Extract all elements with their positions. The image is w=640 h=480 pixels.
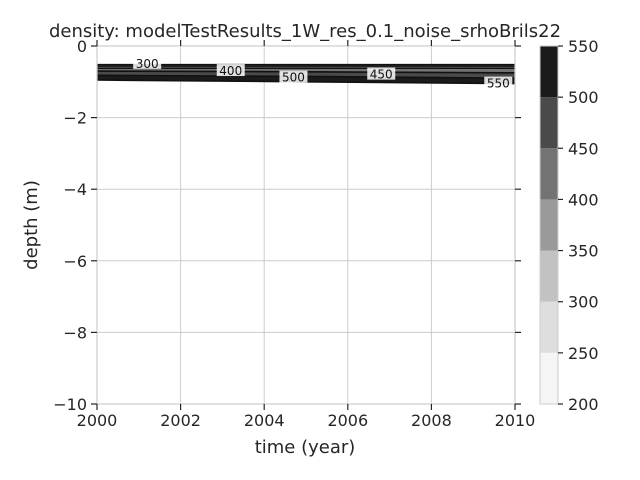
colorbar-tick-label-5: 450 (568, 139, 599, 158)
contour-labels: 300 400 500 450 550 (133, 56, 513, 91)
x-tick-label-5: 2010 (495, 411, 536, 430)
colorbar: 200 250 300 350 400 450 500 550 (539, 37, 599, 414)
y-axis: 0 −2 −4 −6 −8 −10 (53, 37, 521, 414)
colorbar-tick-label-2: 300 (568, 293, 599, 312)
colorbar-tick-label-1: 250 (568, 344, 599, 363)
y-tick-label-5: −10 (53, 395, 87, 414)
contour-label-bg-450 (367, 67, 396, 80)
x-tick-label-3: 2006 (327, 411, 368, 430)
y-axis-label: depth (m) (21, 180, 42, 270)
y-tick-label-4: −8 (63, 323, 87, 342)
x-axis-label: time (year) (255, 437, 356, 458)
colorbar-band-500 (540, 46, 558, 98)
colorbar-tick-label-0: 200 (568, 395, 599, 414)
colorbar-frame (539, 45, 559, 405)
colorbar-tick-label-3: 350 (568, 242, 599, 261)
colorbar-band-450 (540, 97, 558, 149)
contour-label-400: 400 (219, 64, 242, 78)
y-tick-label-1: −2 (63, 109, 87, 128)
plot-frame (96, 45, 516, 405)
colorbar-tick-label-7: 550 (568, 37, 599, 56)
colorbar-band-200 (540, 352, 558, 404)
y-tick-label-3: −6 (63, 252, 87, 271)
plot-grid (96, 45, 516, 405)
chart-title: density: modelTestResults_1W_res_0.1_noi… (49, 21, 561, 42)
contour-label-bg-400 (216, 64, 245, 77)
x-tick-label-2: 2004 (244, 411, 285, 430)
contour-label-bg-550 (484, 76, 513, 89)
contour-label-bg-500 (279, 70, 308, 83)
x-axis: 2000 2002 2004 2006 2008 2010 (77, 40, 536, 430)
colorbar-tick-label-6: 500 (568, 88, 599, 107)
x-tick-label-0: 2000 (77, 411, 118, 430)
colorbar-band-250 (540, 301, 558, 353)
y-tick-label-2: −4 (63, 180, 87, 199)
contour-label-bg-300 (133, 56, 162, 69)
contour-label-550: 550 (487, 77, 510, 91)
y-tick-label-0: 0 (77, 37, 87, 56)
contour-label-450: 450 (370, 68, 393, 82)
colorbar-tick-label-4: 400 (568, 190, 599, 209)
contour-label-300: 300 (136, 57, 159, 71)
colorbar-band-400 (540, 148, 558, 200)
colorbar-band-350 (540, 199, 558, 251)
contour-label-500: 500 (282, 71, 305, 85)
colorbar-band-300 (540, 250, 558, 302)
x-tick-label-1: 2002 (160, 411, 201, 430)
x-tick-label-4: 2008 (411, 411, 452, 430)
